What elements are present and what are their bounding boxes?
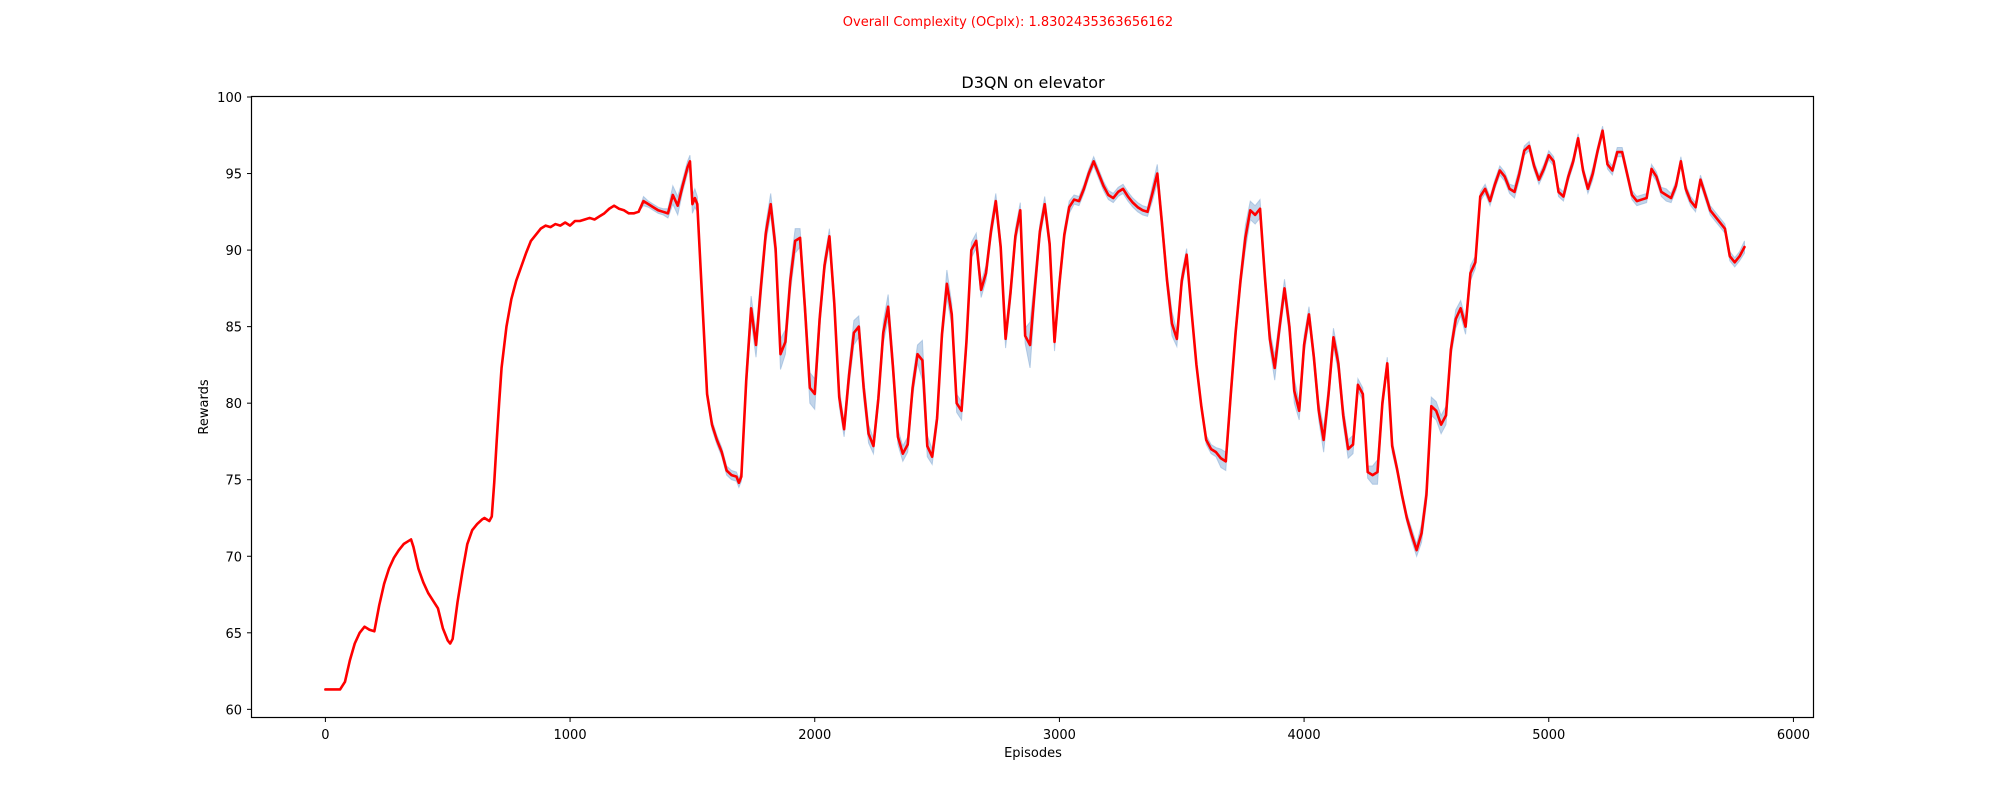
rewards-series-line	[324, 129, 1746, 691]
x-tick-label: 0	[321, 728, 329, 743]
y-tick-label: 90	[225, 244, 242, 259]
plot-area	[324, 125, 1746, 691]
chart-title: D3QN on elevator	[961, 73, 1105, 92]
x-tick-label: 2000	[798, 728, 831, 743]
y-tick-label: 75	[225, 474, 242, 489]
y-tick-label: 65	[225, 627, 242, 642]
x-axis-label: Episodes	[1004, 746, 1062, 761]
x-tick-label: 1000	[554, 728, 587, 743]
x-tick-label: 5000	[1532, 728, 1565, 743]
x-tick-label: 3000	[1043, 728, 1076, 743]
y-tick-label: 95	[225, 168, 242, 183]
y-tick-label: 70	[225, 550, 242, 565]
y-axis: 60 65 70 75 80 85 90 95 100	[217, 91, 252, 718]
y-axis-label: Rewards	[197, 379, 212, 434]
x-axis: 0 1000 2000 3000 4000 5000 6000	[321, 717, 1810, 743]
suptitle: Overall Complexity (OCplx): 1.8302435363…	[843, 15, 1173, 30]
y-tick-label: 80	[225, 397, 242, 412]
confidence-band	[325, 125, 1745, 690]
axes-frame	[250, 95, 1815, 719]
y-tick-label: 85	[225, 321, 242, 336]
x-tick-label: 4000	[1288, 728, 1321, 743]
x-tick-label: 6000	[1777, 728, 1810, 743]
y-tick-label: 60	[225, 703, 242, 718]
y-tick-label: 100	[217, 91, 242, 106]
